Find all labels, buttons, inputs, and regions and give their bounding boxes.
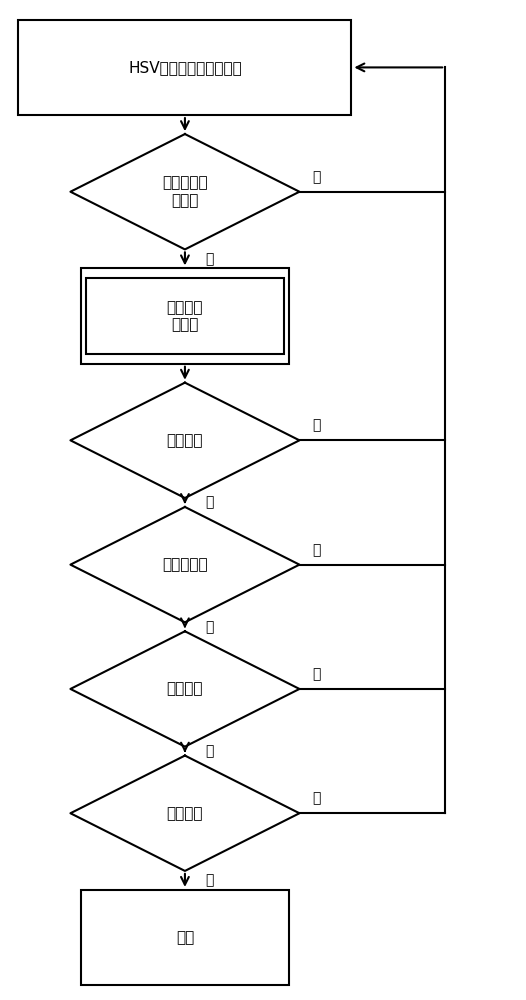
Text: 是: 是 <box>206 744 214 758</box>
Text: 面积变化率: 面积变化率 <box>162 557 208 572</box>
Text: 否: 否 <box>312 791 321 805</box>
Text: 是: 是 <box>206 620 214 634</box>
Polygon shape <box>70 756 299 871</box>
Polygon shape <box>70 134 299 249</box>
Text: 否: 否 <box>312 667 321 681</box>
Text: 设置红色阈
值范围: 设置红色阈 值范围 <box>162 176 208 208</box>
Polygon shape <box>70 507 299 622</box>
Text: 是: 是 <box>206 495 214 509</box>
Text: 尖角特征: 尖角特征 <box>167 806 203 821</box>
Bar <box>81 890 289 985</box>
Text: 运动特性: 运动特性 <box>167 433 203 448</box>
Text: 否: 否 <box>312 418 321 432</box>
Text: 是: 是 <box>206 873 214 887</box>
Text: 是: 是 <box>206 252 214 266</box>
Text: 山火: 山火 <box>176 930 194 945</box>
Bar <box>86 278 284 354</box>
Polygon shape <box>70 383 299 498</box>
Text: 否: 否 <box>312 170 321 184</box>
Text: HSV格式下进行颜色判别: HSV格式下进行颜色判别 <box>128 60 242 75</box>
Bar <box>18 20 351 115</box>
Polygon shape <box>70 631 299 747</box>
Text: 初步判断
为山火: 初步判断 为山火 <box>167 300 203 332</box>
Text: 闪烁频率: 闪烁频率 <box>167 681 203 696</box>
Bar <box>81 268 289 364</box>
Text: 否: 否 <box>312 543 321 557</box>
